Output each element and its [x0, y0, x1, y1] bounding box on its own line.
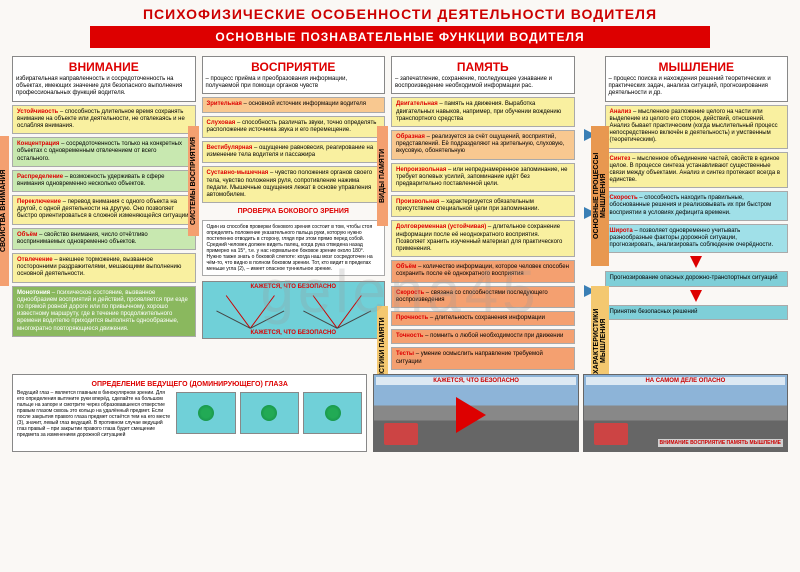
h2t: ВОСПРИЯТИЕ [206, 60, 382, 74]
b34: Долговременная (устойчивая) – длительное… [391, 220, 575, 257]
b31: Образная – реализуется за счёт ощущений,… [391, 130, 575, 160]
cap-safe: КАЖЕТСЯ, ЧТО БЕЗОПАСНО [376, 377, 575, 385]
b39: Тесты – умение осмыслить направление тре… [391, 347, 575, 369]
b36: Скорость – связана со способностями посл… [391, 286, 575, 308]
b41: Синтез – мысленное объединение частей, с… [605, 152, 789, 189]
b33: Произвольная – характеризуется обязатель… [391, 195, 575, 217]
eye-title: ОПРЕДЕЛЕНИЕ ВЕДУЩЕГО (ДОМИНИРУЮЩЕГО) ГЛА… [17, 381, 362, 388]
eye-diagram [176, 392, 362, 434]
b21: Слуховая – способность различать звуки, … [202, 116, 386, 138]
tag: ВНИМАНИЕ ВОСПРИЯТИЕ ПАМЯТЬ МЫШЛЕНИЕ [658, 439, 783, 447]
h2: ВОСПРИЯТИЕ – процесс приёма и преобразов… [202, 56, 386, 94]
sub-title: ОСНОВНЫЕ ПОЗНАВАТЕЛЬНЫЕ ФУНКЦИИ ВОДИТЕЛЯ [90, 26, 710, 48]
bus-icon [594, 423, 628, 445]
arrow-down-icon [690, 256, 702, 268]
b35: Объём – количество информации, которое ч… [391, 260, 575, 282]
side-attention: СВОЙСТВА ВНИМАНИЯ [0, 136, 9, 286]
h4t: МЫШЛЕНИЕ [609, 60, 785, 74]
b40: Анализ – мысленное разложение целого на … [605, 105, 789, 149]
photo-compare: КАЖЕТСЯ, ЧТО БЕЗОПАСНО НА САМОМ ДЕЛЕ ОПА… [373, 374, 788, 452]
col-thinking: ОСНОВНЫЕ ПРОЦЕССЫ МЫШЛЕНИЯ ХАРАКТЕРИСТИК… [605, 56, 789, 370]
eye-2 [240, 392, 299, 434]
main-title: ПСИХОФИЗИЧЕСКИЕ ОСОБЕННОСТИ ДЕЯТЕЛЬНОСТИ… [0, 0, 800, 26]
photo-danger: НА САМОМ ДЕЛЕ ОПАСНО ВНИМАНИЕ ВОСПРИЯТИЕ… [583, 374, 788, 452]
columns: СВОЙСТВА ВНИМАНИЯ ВНИМАНИЕ избирательная… [0, 56, 800, 370]
check-title: ПРОВЕРКА БОКОВОГО ЗРЕНИЯ [202, 208, 386, 215]
eye-3 [303, 392, 362, 434]
side-perception: СИСТЕМЫ ВОСПРИЯТИЯ [188, 126, 199, 236]
check-text: Один из способов проверки бокового зрени… [202, 220, 386, 276]
b10: Устойчивость – способность длительное вр… [12, 105, 196, 135]
vision-diagram: КАЖЕТСЯ, ЧТО БЕЗОПАСНО КАЖЕТСЯ, ЧТО БЕЗО… [202, 281, 386, 339]
b11: Концентрация – сосредоточенность только … [12, 137, 196, 167]
b15: Отвлечение – внешнее торможение, вызванн… [12, 253, 196, 283]
h4d: – процесс поиска и нахождения решений те… [609, 76, 785, 98]
bottom-row: ОПРЕДЕЛЕНИЕ ВЕДУЩЕГО (ДОМИНИРУЮЩЕГО) ГЛА… [0, 370, 800, 452]
col-memory: ВИДЫ ПАМЯТИ ХАРАКТЕРИСТИКИ ПАМЯТИ ПАМЯТЬ… [391, 56, 575, 370]
b37: Прочность – длительность сохранения инфо… [391, 311, 575, 326]
b45: Принятие безопасных решений [605, 305, 789, 320]
col-perception: СИСТЕМЫ ВОСПРИЯТИЯ ВОСПРИЯТИЕ – процесс … [202, 56, 386, 370]
b14: Объём – свойство внимания, число отчётли… [12, 228, 196, 250]
b12: Распределение – возможность удерживать в… [12, 170, 196, 192]
h2d: – процесс приёма и преобразования информ… [206, 76, 382, 90]
b13: Переключение – перевод внимания с одного… [12, 195, 196, 225]
photo-safe: КАЖЕТСЯ, ЧТО БЕЗОПАСНО [373, 374, 578, 452]
bus-icon [384, 423, 418, 445]
h1d: избирательная направленность и сосредото… [16, 76, 192, 98]
b38: Точность – помнить о любой необходимости… [391, 329, 575, 344]
b42: Скорость – способность находить правильн… [605, 191, 789, 221]
arrow-right-icon [456, 397, 486, 433]
eye-1 [176, 392, 235, 434]
h1: ВНИМАНИЕ избирательная направленность и … [12, 56, 196, 102]
b20: Зрительная – основной источник информаци… [202, 97, 386, 112]
b30: Двигательная – память на движения. Выраб… [391, 97, 575, 127]
eye-text: Ведущий глаз – является главным в биноку… [17, 390, 172, 438]
h1t: ВНИМАНИЕ [16, 60, 192, 74]
col-attention: СВОЙСТВА ВНИМАНИЯ ВНИМАНИЕ избирательная… [12, 56, 196, 370]
dominant-eye: ОПРЕДЕЛЕНИЕ ВЕДУЩЕГО (ДОМИНИРУЮЩЕГО) ГЛА… [12, 374, 367, 452]
b16: Монотония – психическое состояние, вызва… [12, 286, 196, 337]
b22: Вестибулярная – ощущение равновесия, реа… [202, 141, 386, 163]
arrow-down-icon [690, 290, 702, 302]
b23: Суставно-мышечная – чувство положения ор… [202, 166, 386, 203]
h3: ПАМЯТЬ – запечатление, сохранение, после… [391, 56, 575, 94]
h3t: ПАМЯТЬ [395, 60, 571, 74]
side-memory: ВИДЫ ПАМЯТИ [377, 126, 388, 226]
b43: Широта – позволяет одновременно учитыват… [605, 224, 789, 254]
h3d: – запечатление, сохранение, последующее … [395, 76, 571, 90]
h4: МЫШЛЕНИЕ – процесс поиска и нахождения р… [605, 56, 789, 102]
b32: Непроизвольная – или непреднамеренное за… [391, 163, 575, 193]
side-thinking: ОСНОВНЫЕ ПРОЦЕССЫ МЫШЛЕНИЯ [591, 126, 609, 266]
b44: Прогнозирование опасных дорожно-транспор… [605, 271, 789, 286]
cap-danger: НА САМОМ ДЕЛЕ ОПАСНО [586, 377, 785, 385]
